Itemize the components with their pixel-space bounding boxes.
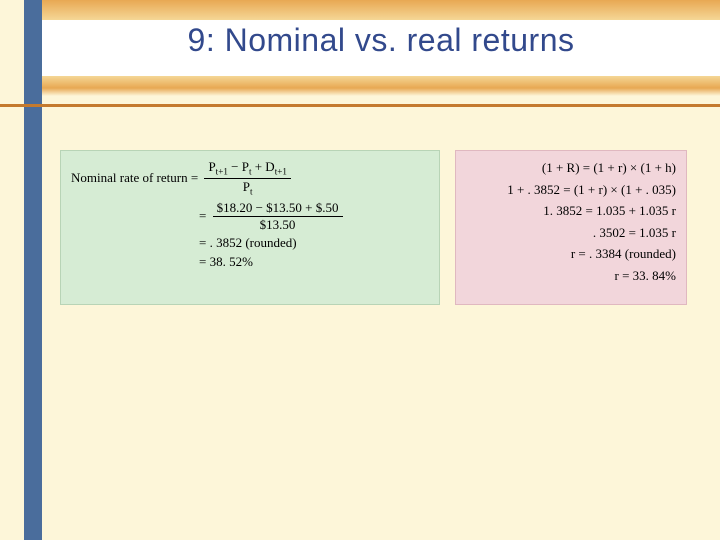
real-line-4: . 3502 = 1.035 r [466, 224, 676, 242]
slide-title: 9: Nominal vs. real returns [42, 22, 720, 59]
real-line-3: 1. 3852 = 1.035 + 1.035 r [466, 202, 676, 220]
horizontal-rule [0, 104, 720, 107]
real-line-2: 1 + . 3852 = (1 + r) × (1 + . 035) [466, 181, 676, 199]
formula-row-4: = 38. 52% [199, 254, 429, 270]
formula-row-1: Nominal rate of return = Pt+1 − Pt + Dt+… [71, 159, 429, 197]
left-accent-bar [24, 0, 42, 540]
formula-row-2: = $18.20 − $13.50 + $.50 $13.50 [199, 200, 429, 232]
header-gradient-bottom [42, 76, 720, 96]
real-line-1: (1 + R) = (1 + r) × (1 + h) [466, 159, 676, 177]
real-line-6: r = 33. 84% [466, 267, 676, 285]
nominal-label: Nominal rate of return = [71, 170, 201, 186]
formula-fraction-2: $18.20 − $13.50 + $.50 $13.50 [213, 200, 343, 232]
real-return-box: (1 + R) = (1 + r) × (1 + h) 1 + . 3852 =… [455, 150, 687, 305]
nominal-return-box: Nominal rate of return = Pt+1 − Pt + Dt+… [60, 150, 440, 305]
formula-row-3: = . 3852 (rounded) [199, 235, 429, 251]
real-line-5: r = . 3384 (rounded) [466, 245, 676, 263]
formula-fraction-1: Pt+1 − Pt + Dt+1 Pt [204, 159, 290, 197]
slide: 9: Nominal vs. real returns Nominal rate… [0, 0, 720, 540]
header-gradient-top [42, 0, 720, 20]
